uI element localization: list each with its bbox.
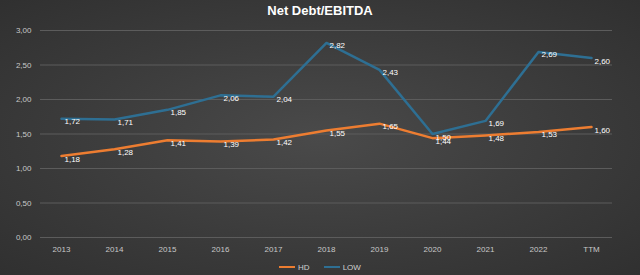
svg-text:2,82: 2,82	[330, 41, 346, 50]
svg-text:2016: 2016	[212, 245, 230, 254]
svg-text:2,60: 2,60	[595, 57, 611, 66]
svg-text:2,69: 2,69	[542, 50, 558, 59]
html-text:HD: HD	[298, 262, 310, 272]
svg-text:2015: 2015	[159, 245, 177, 254]
svg-text:2,43: 2,43	[383, 68, 399, 77]
svg-text:1,39: 1,39	[224, 140, 240, 149]
svg-text:2,50: 2,50	[16, 61, 32, 70]
svg-text:1,28: 1,28	[118, 148, 134, 157]
svg-text:2022: 2022	[530, 245, 548, 254]
svg-text:1,42: 1,42	[277, 138, 293, 147]
svg-text:0,50: 0,50	[16, 199, 32, 208]
svg-text:1,60: 1,60	[595, 126, 611, 135]
svg-text:1,53: 1,53	[542, 130, 558, 139]
svg-text:2020: 2020	[424, 245, 442, 254]
svg-text:1,41: 1,41	[171, 139, 187, 148]
svg-text:2013: 2013	[53, 245, 71, 254]
svg-text:1,65: 1,65	[383, 122, 399, 131]
svg-text:1,69: 1,69	[489, 119, 505, 128]
svg-text:1,85: 1,85	[171, 108, 187, 117]
svg-text:1,50: 1,50	[16, 130, 32, 139]
svg-text:1,72: 1,72	[65, 117, 81, 126]
svg-text:2019: 2019	[371, 245, 389, 254]
svg-text:1,71: 1,71	[118, 118, 134, 127]
svg-text:1,55: 1,55	[330, 129, 346, 138]
html-text:LOW: LOW	[342, 262, 361, 272]
svg-text:3,00: 3,00	[16, 26, 32, 35]
svg-text:2,00: 2,00	[16, 95, 32, 104]
svg-text:0,00: 0,00	[16, 233, 32, 242]
svg-text:TTM: TTM	[583, 245, 600, 254]
html-text:Net Debt/EBITDA: Net Debt/EBITDA	[267, 3, 373, 18]
svg-text:2014: 2014	[106, 245, 124, 254]
svg-text:2018: 2018	[318, 245, 336, 254]
svg-text:2,04: 2,04	[277, 95, 293, 104]
svg-text:1,00: 1,00	[16, 164, 32, 173]
svg-text:2017: 2017	[265, 245, 283, 254]
svg-text:2,06: 2,06	[224, 94, 240, 103]
svg-text:1,48: 1,48	[489, 134, 505, 143]
svg-text:1,18: 1,18	[65, 155, 81, 164]
svg-text:2021: 2021	[477, 245, 495, 254]
svg-text:1,50: 1,50	[436, 133, 452, 142]
